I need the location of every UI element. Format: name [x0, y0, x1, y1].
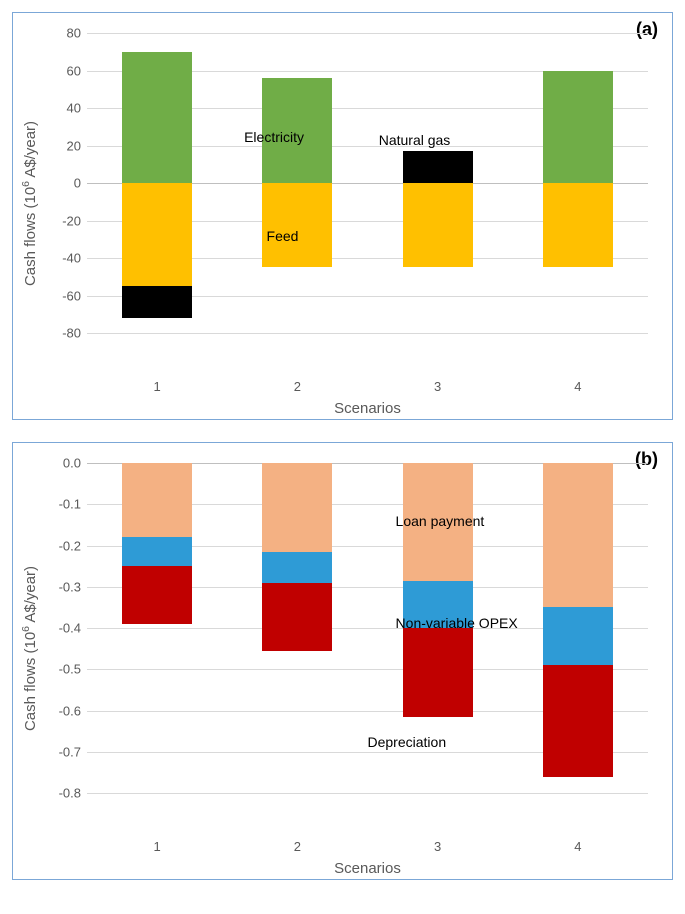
bar-slot	[543, 463, 613, 793]
ytick-label: 40	[67, 101, 81, 116]
panel-b: (b) Cash flows (106 A$/year) -0.8-0.7-0.…	[12, 442, 673, 880]
chart-b-plot: Loan payment Non-variable OPEX Depreciatio…	[87, 463, 648, 793]
chart-b-xlabel: Scenarios	[87, 860, 648, 877]
chart-a-yticks: -80-60-40-20020406080	[43, 33, 87, 333]
ytick-label: -60	[62, 288, 81, 303]
ytick-label: -0.2	[59, 538, 81, 553]
bar-segment	[543, 665, 613, 776]
bar-segment	[122, 463, 192, 537]
xtick-label: 4	[543, 379, 613, 394]
bar-segment	[403, 151, 473, 183]
ytick-label: 0	[74, 176, 81, 191]
gridline	[87, 333, 648, 334]
bar-segment	[122, 566, 192, 624]
bar-segment	[543, 183, 613, 267]
bar-segment	[122, 537, 192, 566]
ytick-label: -0.8	[59, 786, 81, 801]
chart-a-ylabel: Cash flows (106 A$/year)	[17, 33, 43, 373]
ytick-label: -0.1	[59, 497, 81, 512]
chart-a-xaxis: 1 2 3 4	[87, 379, 648, 394]
bar-slot	[543, 33, 613, 333]
xtick-label: 1	[122, 379, 192, 394]
bar-segment	[543, 607, 613, 665]
chart-annotation: Non-variable OPEX	[396, 615, 518, 631]
bar-segment	[262, 463, 332, 552]
xtick-label: 3	[403, 839, 473, 854]
xtick-label: 4	[543, 839, 613, 854]
bar-segment	[122, 183, 192, 286]
chart-b-ylabel: Cash flows (106 A$/year)	[17, 463, 43, 833]
ytick-label: -0.3	[59, 579, 81, 594]
chart-b-xaxis: 1 2 3 4	[87, 839, 648, 854]
xtick-label: 2	[262, 839, 332, 854]
ytick-label: -80	[62, 326, 81, 341]
chart-annotation: Natural gas	[379, 132, 451, 148]
ytick-label: 80	[67, 26, 81, 41]
ytick-label: 0.0	[63, 456, 81, 471]
bar-slot	[403, 33, 473, 333]
ytick-label: -0.4	[59, 621, 81, 636]
ytick-label: -40	[62, 251, 81, 266]
bar-segment	[543, 463, 613, 607]
bar-slot	[262, 463, 332, 793]
bar-segment	[262, 583, 332, 651]
ytick-label: 20	[67, 138, 81, 153]
bar-segment	[543, 71, 613, 184]
bar-segment	[122, 52, 192, 183]
panel-a: (a) Cash flows (106 A$/year) -80-60-40-2…	[12, 12, 673, 420]
bar-slot	[122, 33, 192, 333]
chart-annotation: Loan payment	[396, 513, 485, 529]
bar-segment	[262, 183, 332, 267]
chart-annotation: Electricity	[244, 129, 304, 145]
ytick-label: 60	[67, 63, 81, 78]
ytick-label: -0.7	[59, 744, 81, 759]
xtick-label: 1	[122, 839, 192, 854]
bar-slot	[122, 463, 192, 793]
bar-segment	[403, 628, 473, 717]
chart-annotation: Depreciation	[368, 734, 447, 750]
xtick-label: 3	[403, 379, 473, 394]
xtick-label: 2	[262, 379, 332, 394]
bar-segment	[122, 286, 192, 318]
bar-segment	[403, 183, 473, 267]
chart-a-plot: Electricity Natural gas Feed	[87, 33, 648, 333]
chart-a-xlabel: Scenarios	[87, 400, 648, 417]
bar-segment	[262, 552, 332, 583]
bar-slot	[262, 33, 332, 333]
gridline	[87, 793, 648, 794]
ytick-label: -0.6	[59, 703, 81, 718]
chart-b-yticks: -0.8-0.7-0.6-0.5-0.4-0.3-0.2-0.10.0	[43, 463, 87, 793]
ytick-label: -20	[62, 213, 81, 228]
chart-annotation: Feed	[267, 228, 299, 244]
ytick-label: -0.5	[59, 662, 81, 677]
